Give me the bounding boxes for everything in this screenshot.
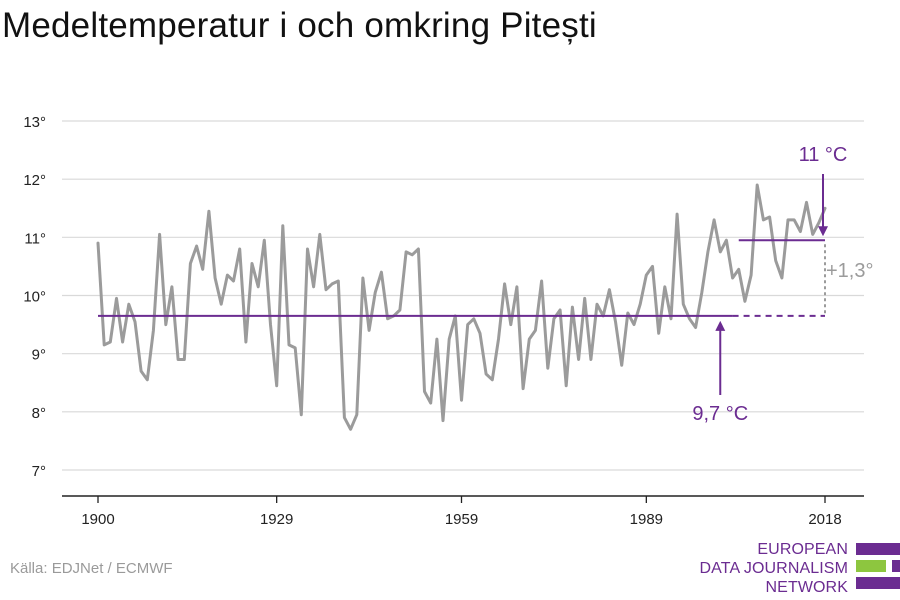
logo-bar-bottom: [856, 577, 900, 589]
x-tick-label: 1989: [630, 511, 663, 528]
edjnet-logo: EUROPEAN DATA JOURNALISM NETWORK: [700, 540, 900, 596]
x-axis: 1900 1929 1959 1989 2018: [62, 495, 864, 528]
x-tick-label: 1900: [81, 511, 114, 528]
y-tick-label: 12°: [23, 172, 46, 189]
difference-label: +1,3°: [826, 260, 873, 282]
logo-bar-purple: [892, 560, 900, 572]
x-tick-label: 1929: [260, 511, 293, 528]
series-layer: [96, 183, 827, 431]
annotations: 11 °C 9,7 °C +1,3°: [692, 144, 873, 425]
y-tick-label: 8°: [32, 405, 46, 422]
logo-bar-middle: [856, 560, 900, 572]
y-tick-label: 11°: [24, 230, 46, 247]
logo-bar-top: [856, 543, 900, 555]
y-tick-label: 9°: [32, 347, 46, 364]
logo-line-3: NETWORK: [765, 579, 848, 596]
baseline-mean-label: 9,7 °C: [692, 403, 748, 425]
y-tick-label: 13°: [23, 114, 46, 131]
x-tick-label: 2018: [808, 511, 841, 528]
y-tick-label: 7°: [32, 463, 46, 480]
recent-mean-label: 11 °C: [799, 144, 848, 166]
reference-lines: [98, 239, 826, 317]
logo-line-2: DATA JOURNALISM: [699, 560, 848, 577]
y-tick-label: 10°: [23, 289, 46, 306]
y-axis: 7° 8° 9° 10° 11° 12° 13°: [23, 114, 46, 480]
temperature-line: [96, 183, 827, 431]
source-credit: Källa: EDJNet / ECMWF: [10, 560, 173, 577]
chart-title: Medeltemperatur i och omkring Pitești: [2, 6, 597, 45]
logo-line-1: EUROPEAN: [757, 541, 848, 558]
logo-bar-green: [856, 560, 886, 572]
logo-text: EUROPEAN DATA JOURNALISM NETWORK: [700, 540, 848, 597]
grid-lines: [62, 120, 864, 471]
x-tick-label: 1959: [445, 511, 478, 528]
